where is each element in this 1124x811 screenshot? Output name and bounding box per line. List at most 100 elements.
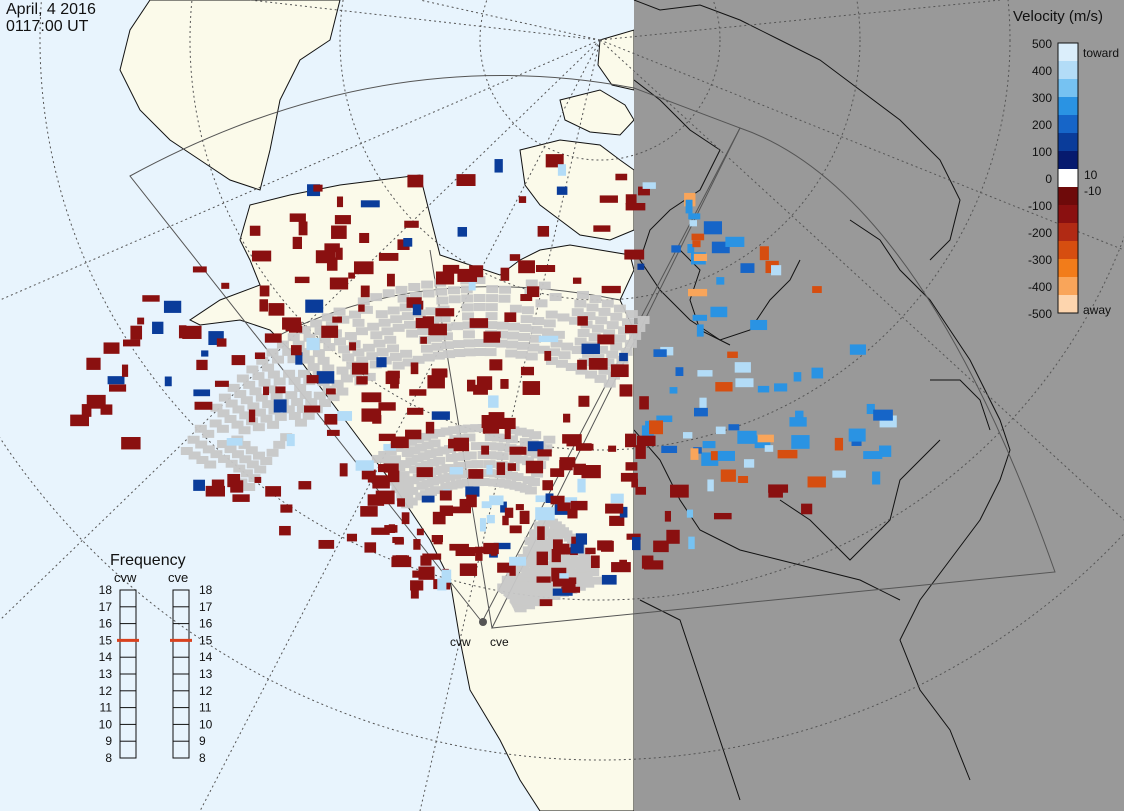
ground-scatter-cell bbox=[411, 454, 424, 463]
ground-scatter-cell bbox=[570, 575, 583, 584]
velocity-cell bbox=[684, 192, 696, 207]
velocity-cell bbox=[789, 417, 807, 427]
ground-scatter-cell bbox=[499, 285, 512, 294]
velocity-cell bbox=[473, 384, 488, 395]
velocity-cell bbox=[619, 559, 627, 571]
ground-scatter-cell bbox=[506, 340, 519, 349]
ground-scatter-cell bbox=[570, 556, 583, 565]
velocity-cell bbox=[577, 359, 587, 370]
velocity-cell bbox=[608, 445, 617, 452]
velocity-cell bbox=[488, 395, 499, 408]
ground-scatter-cell bbox=[461, 303, 474, 312]
velocity-cell bbox=[699, 397, 707, 409]
velocity-cell bbox=[254, 476, 262, 483]
ground-scatter-cell bbox=[267, 370, 280, 379]
velocity-cell bbox=[456, 174, 476, 186]
velocity-cell bbox=[635, 486, 647, 495]
velocity-cell bbox=[387, 470, 400, 483]
ground-scatter-cell bbox=[508, 322, 521, 331]
ground-scatter-cell bbox=[497, 583, 510, 592]
ground-scatter-cell bbox=[501, 575, 514, 584]
velocity-cell bbox=[688, 213, 701, 220]
velocity-cell bbox=[641, 425, 654, 439]
velocity-cell bbox=[727, 351, 738, 358]
ground-scatter-cell bbox=[255, 393, 268, 402]
velocity-swatch bbox=[1058, 133, 1078, 152]
ground-scatter-cell bbox=[484, 433, 497, 442]
ground-scatter-cell bbox=[319, 399, 332, 408]
velocity-cell bbox=[295, 352, 303, 365]
ground-scatter-cell bbox=[443, 350, 456, 359]
velocity-cell bbox=[420, 336, 427, 344]
velocity-cell bbox=[361, 408, 382, 422]
velocity-cell bbox=[666, 529, 680, 544]
velocity-cell bbox=[349, 342, 357, 351]
ground-scatter-cell bbox=[313, 391, 326, 400]
velocity-tick-label: -300 bbox=[1028, 253, 1052, 267]
ground-scatter-cell bbox=[437, 446, 450, 455]
ground-scatter-cell bbox=[296, 404, 309, 413]
ground-scatter-cell bbox=[401, 448, 414, 457]
velocity-cell bbox=[441, 569, 452, 583]
velocity-cell bbox=[502, 515, 509, 526]
ground-scatter-cell bbox=[389, 352, 402, 361]
frequency-tick-left: 9 bbox=[105, 734, 112, 748]
ground-scatter-cell bbox=[390, 315, 403, 324]
velocity-tick-label: 300 bbox=[1032, 91, 1052, 105]
velocity-cell bbox=[567, 508, 578, 519]
velocity-cell bbox=[346, 533, 358, 542]
ground-scatter-cell bbox=[416, 481, 429, 490]
velocity-cell bbox=[390, 378, 399, 389]
velocity-cell bbox=[358, 304, 365, 312]
ground-scatter-cell bbox=[378, 451, 391, 460]
ground-scatter-cell bbox=[606, 321, 619, 330]
ground-scatter-cell bbox=[540, 561, 553, 570]
velocity-cell bbox=[688, 536, 695, 550]
velocity-swatch bbox=[1058, 61, 1078, 80]
velocity-cell bbox=[832, 470, 846, 478]
velocity-cell bbox=[249, 225, 261, 236]
ground-scatter-cell bbox=[433, 456, 446, 465]
ground-scatter-cell bbox=[195, 440, 208, 449]
ground-scatter-cell bbox=[440, 427, 453, 436]
velocity-cell bbox=[537, 526, 545, 540]
ground-scatter-cell bbox=[438, 314, 451, 323]
velocity-cell bbox=[597, 334, 615, 345]
ground-scatter-cell bbox=[535, 299, 548, 308]
frequency-tick-right: 18 bbox=[199, 583, 213, 597]
velocity-cell bbox=[562, 582, 576, 593]
ground-scatter-cell bbox=[299, 391, 312, 400]
velocity-cell bbox=[459, 498, 467, 512]
ground-scatter-cell bbox=[507, 331, 520, 340]
ground-scatter-cell bbox=[370, 331, 383, 340]
velocity-cell bbox=[559, 459, 573, 471]
velocity-cell bbox=[557, 502, 571, 512]
velocity-cell bbox=[468, 469, 484, 479]
velocity-cell bbox=[439, 490, 452, 501]
velocity-cell bbox=[259, 285, 270, 297]
velocity-cell bbox=[552, 578, 570, 587]
ground-scatter-cell bbox=[196, 456, 209, 464]
land-yukon-north bbox=[119, 0, 341, 191]
radar-site-cvw[interactable] bbox=[479, 618, 487, 626]
velocity-cell bbox=[364, 542, 377, 553]
ground-scatter-cell bbox=[537, 452, 550, 461]
velocity-tick-label: 100 bbox=[1032, 145, 1052, 159]
velocity-tick-label: 400 bbox=[1032, 64, 1052, 78]
velocity-cell bbox=[407, 407, 424, 415]
ground-scatter-cell bbox=[302, 411, 315, 420]
velocity-cell bbox=[348, 272, 355, 279]
ground-scatter-cell bbox=[408, 282, 421, 291]
ground-scatter-cell bbox=[395, 285, 408, 294]
velocity-cell bbox=[638, 186, 650, 196]
ground-scatter-cell bbox=[417, 327, 430, 336]
velocity-cell bbox=[636, 435, 656, 447]
velocity-cell bbox=[214, 380, 229, 387]
ground-scatter-cell bbox=[613, 304, 626, 313]
velocity-cell bbox=[641, 555, 654, 569]
frequency-grid bbox=[119, 589, 190, 759]
ground-scatter-cell bbox=[529, 529, 542, 538]
ground-scatter-cell bbox=[610, 342, 623, 351]
ground-scatter-cell bbox=[598, 307, 611, 316]
